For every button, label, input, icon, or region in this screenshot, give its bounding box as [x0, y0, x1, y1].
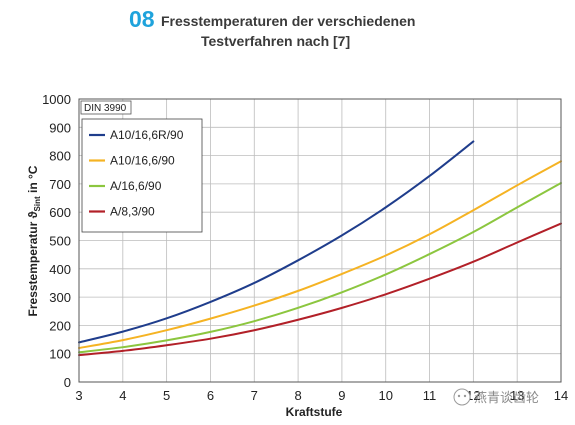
legend-label-2: A10/16,6/90	[110, 154, 175, 168]
y-tick-label: 0	[64, 375, 71, 390]
y-tick-label: 300	[49, 290, 71, 305]
y-tick-label: 800	[49, 149, 71, 164]
y-axis-label: Fresstemperatur ϑSint in °C	[26, 165, 42, 316]
x-tick-label: 3	[75, 388, 82, 403]
x-tick-label: 7	[251, 388, 258, 403]
x-tick-label: 4	[119, 388, 126, 403]
series-line-3	[78, 182, 562, 354]
legend-label-4: A/8,3/90	[110, 205, 155, 219]
x-tick-label: 10	[378, 388, 392, 403]
watermark-text: 燕青谈齿轮	[474, 390, 539, 405]
y-axis-label-main: Fresstemperatur ϑ	[26, 211, 40, 316]
legend-label-3: A/16,6/90	[110, 179, 162, 193]
y-tick-label: 400	[49, 262, 71, 277]
series-lines	[78, 140, 562, 357]
y-tick-label: 1000	[42, 92, 71, 107]
x-tick-label: 9	[338, 388, 345, 403]
x-tick-label: 13	[510, 388, 524, 403]
y-tick-labels: 0 100 200 300 400 500 600 700 800 900 1000	[42, 92, 71, 390]
y-axis-label-subscript: Sint	[33, 196, 42, 211]
figure-number: 08	[129, 6, 155, 32]
y-tick-label: 100	[49, 347, 71, 362]
series-line-1	[78, 140, 475, 344]
annotation-box	[80, 100, 132, 115]
chart-title-line-1: Fresstemperaturen der verschiedenen	[161, 13, 416, 29]
watermark: 燕青谈齿轮	[453, 388, 539, 406]
series-line-4	[78, 222, 562, 357]
x-tick-label: 14	[554, 388, 568, 403]
y-tick-label: 700	[49, 177, 71, 192]
legend-items: A10/16,6R/90 A10/16,6/90 A/16,6/90 A/8,3/90	[89, 128, 184, 219]
y-axis-label-unit: in °C	[26, 165, 40, 196]
x-tick-label: 5	[163, 388, 170, 403]
annotation-din-3990: DIN 3990	[84, 103, 127, 114]
y-tick-label: 500	[49, 234, 71, 249]
y-tick-label: 200	[49, 318, 71, 333]
y-tick-label: 600	[49, 205, 71, 220]
x-tick-label: 6	[207, 388, 214, 403]
wechat-icon	[453, 388, 471, 406]
y-tick-label: 900	[49, 120, 71, 135]
x-tick-label: 11	[423, 388, 437, 403]
x-tick-label: 8	[294, 388, 301, 403]
legend	[81, 118, 203, 233]
x-axis-label: Kraftstufe	[286, 405, 343, 419]
legend-label-1: A10/16,6R/90	[110, 128, 184, 142]
plot-frame	[78, 98, 562, 383]
series-line-2	[78, 160, 562, 350]
x-tick-labels: 3 4 5 6 7 8 9 10 11 12 13 14	[75, 388, 568, 403]
chart-title-line-2: Testverfahren nach [7]	[201, 33, 351, 49]
